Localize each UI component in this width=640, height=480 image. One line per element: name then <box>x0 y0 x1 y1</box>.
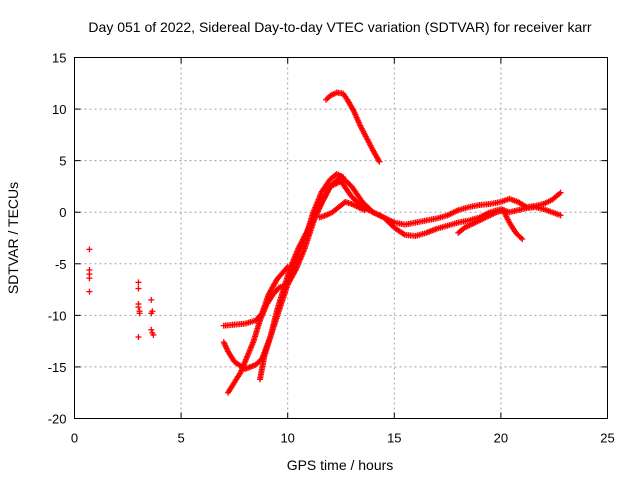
x-tick-label: 10 <box>280 431 294 446</box>
ticks-layer <box>74 57 608 419</box>
data-point <box>148 310 155 317</box>
data-point <box>519 236 526 243</box>
x-tick-label: 25 <box>600 431 614 446</box>
x-tick-labels: 0 5 10 15 20 25 <box>71 431 615 446</box>
data-point <box>517 234 524 241</box>
x-axis-label: GPS time / hours <box>287 457 394 473</box>
x-tick-label: 0 <box>71 431 78 446</box>
plot-frame <box>74 57 608 419</box>
y-axis-label: SDTVAR / TECUs <box>5 182 21 294</box>
data-point <box>557 212 564 219</box>
y-tick-label: 0 <box>59 205 66 220</box>
data-point <box>86 288 93 295</box>
data-point <box>148 326 155 333</box>
data-point <box>135 334 142 341</box>
data-point <box>86 275 93 282</box>
data-point <box>361 207 368 214</box>
x-tick-label: 20 <box>494 431 508 446</box>
data-point <box>135 304 142 311</box>
data-point <box>400 231 407 238</box>
y-tick-label: 15 <box>52 51 66 66</box>
x-tick-label: 5 <box>177 431 184 446</box>
y-tick-label: -10 <box>48 308 67 323</box>
chart-title: Day 051 of 2022, Sidereal Day-to-day VTE… <box>88 19 591 35</box>
data-point <box>148 296 155 303</box>
y-tick-label: -20 <box>48 412 67 427</box>
data-point <box>135 279 142 286</box>
data-point <box>557 189 564 196</box>
data-point <box>376 158 383 165</box>
y-tick-label: -5 <box>55 257 67 272</box>
grid-layer <box>74 57 608 419</box>
x-tick-label: 15 <box>387 431 401 446</box>
data-point <box>324 95 331 102</box>
data-points <box>86 89 564 396</box>
y-tick-label: -15 <box>48 360 67 375</box>
y-tick-label: 5 <box>59 154 66 169</box>
data-point <box>86 246 93 253</box>
data-point <box>136 310 143 317</box>
data-point <box>135 285 142 292</box>
y-tick-label: 10 <box>52 102 66 117</box>
data-point <box>150 331 157 338</box>
y-tick-labels: -20 -15 -10 -5 0 5 10 15 <box>48 51 67 427</box>
data-point <box>323 96 330 103</box>
